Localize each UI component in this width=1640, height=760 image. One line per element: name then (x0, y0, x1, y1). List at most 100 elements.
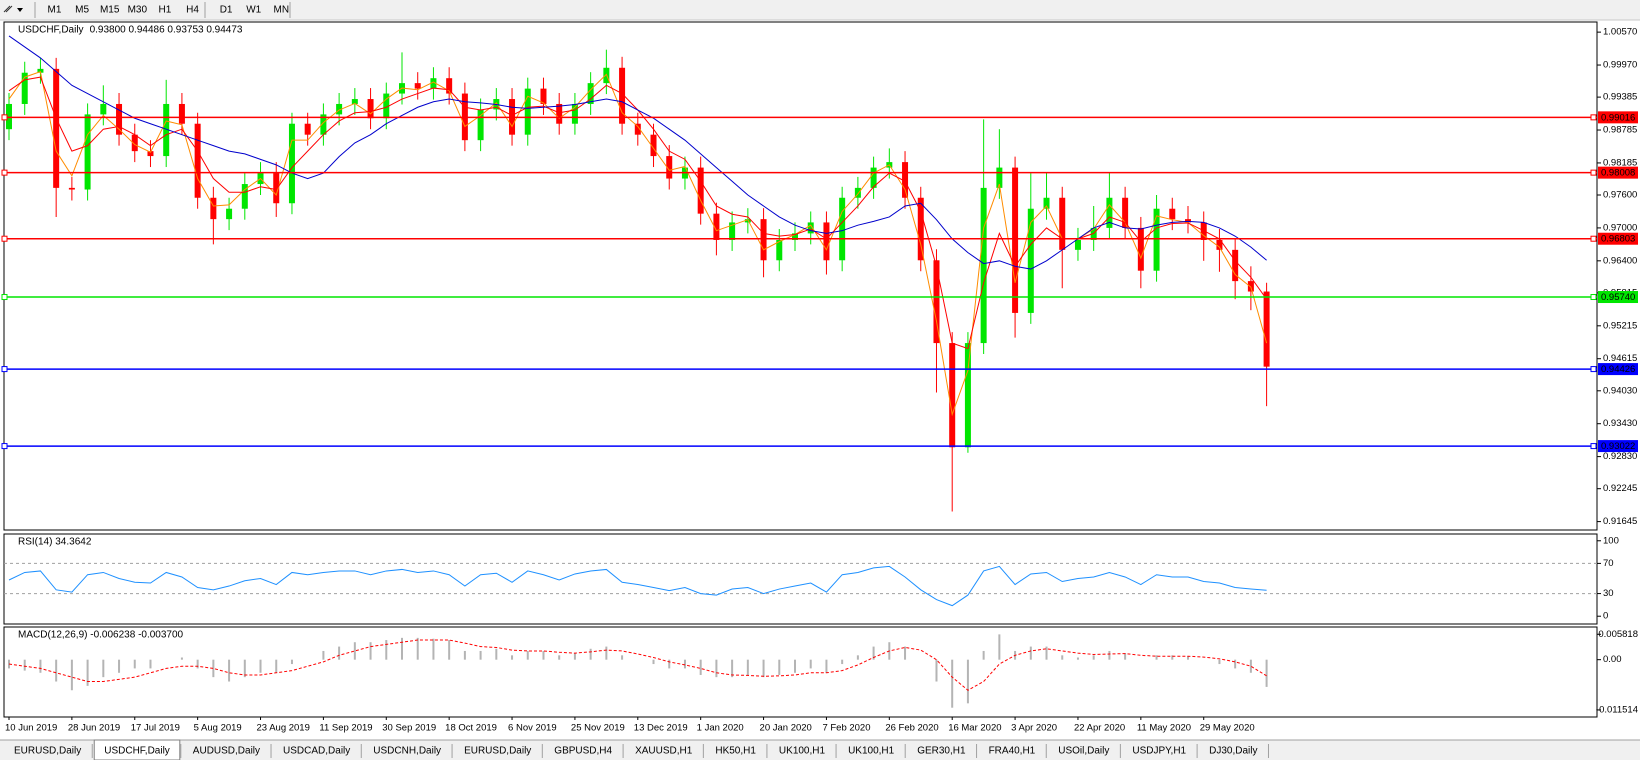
timeframe-label[interactable]: H1 (159, 5, 172, 16)
tab[interactable] (838, 742, 905, 759)
tab-label[interactable]: FRA40,H1 (989, 746, 1036, 757)
timeframe-label[interactable]: MN (274, 5, 290, 16)
y-tick-label: 0.92245 (1603, 483, 1637, 494)
x-tick-label: 3 Apr 2020 (1011, 723, 1057, 734)
tab[interactable] (625, 742, 703, 759)
timeframe-button[interactable] (124, 1, 150, 18)
histogram-bar (1249, 659, 1252, 673)
candle-body (1232, 249, 1239, 282)
tab-label[interactable]: USDCNH,Daily (373, 746, 441, 757)
candle-body (6, 103, 12, 130)
candle-body (870, 167, 877, 188)
candle-body (178, 103, 185, 124)
candle-body (792, 233, 798, 240)
tab-label[interactable]: USDJPY,H1 (1132, 746, 1186, 757)
timeframe-button[interactable] (97, 1, 123, 18)
tab[interactable] (1048, 742, 1120, 759)
level-handle (1, 169, 8, 176)
timeframe-label[interactable]: D1 (220, 5, 233, 16)
timeframe-button[interactable] (69, 1, 95, 18)
tab-label[interactable]: USDCAD,Daily (283, 746, 350, 757)
tab[interactable] (363, 742, 452, 759)
histogram-bar (1061, 655, 1064, 660)
y-tick-label: 0 (1603, 611, 1608, 622)
indicator-line (8, 565, 1267, 607)
tab[interactable] (182, 742, 271, 759)
timeframe-button[interactable] (241, 1, 267, 18)
timeframe-label[interactable]: M5 (75, 5, 89, 16)
candle-body (540, 88, 547, 104)
timeframe-button[interactable] (152, 1, 178, 18)
candle-body (902, 162, 909, 198)
tab[interactable] (544, 742, 623, 759)
tab-label-active[interactable]: USDCHF,Daily (104, 746, 170, 757)
tab-label[interactable]: UK100,H1 (848, 746, 895, 757)
tab-label[interactable]: HK50,H1 (715, 746, 756, 757)
histogram-bar (526, 650, 529, 660)
histogram-bar (825, 659, 828, 673)
y-tick-label: -0.011514 (1596, 704, 1638, 715)
tab-label[interactable]: XAUUSD,H1 (635, 746, 693, 757)
candle-body (1185, 219, 1191, 223)
level-handle (1590, 366, 1597, 373)
tab[interactable] (705, 742, 766, 759)
tab[interactable] (273, 742, 361, 759)
y-tick-label: 0.97000 (1603, 222, 1637, 233)
histogram-bar (1124, 653, 1127, 660)
tab-label[interactable]: AUDUSD,Daily (193, 746, 260, 757)
tab[interactable] (907, 742, 976, 759)
tab-active[interactable] (93, 739, 181, 760)
histogram-bar (448, 640, 451, 660)
candle-body (524, 88, 531, 135)
x-tick-label: 28 Jun 2019 (68, 723, 120, 734)
histogram-bar (23, 659, 26, 671)
histogram-bar (70, 659, 73, 691)
timeframe-button[interactable] (268, 1, 294, 18)
x-tick-label: 11 May 2020 (1137, 723, 1191, 734)
x-tick-label: 26 Feb 2020 (885, 723, 938, 734)
timeframe-label[interactable]: M30 (128, 5, 148, 16)
tab-label[interactable]: EURUSD,Daily (14, 746, 81, 757)
tab[interactable] (454, 742, 542, 759)
tab-label[interactable]: DJ30,Daily (1209, 746, 1257, 757)
candle-body (1012, 167, 1019, 313)
candle-body (1106, 197, 1113, 228)
timeframe-label[interactable]: W1 (246, 5, 261, 16)
tab[interactable] (1122, 742, 1197, 759)
y-tick-label: 0.93430 (1603, 418, 1637, 429)
timeframe-button[interactable] (42, 1, 67, 18)
histogram-bar (243, 659, 246, 678)
tab[interactable] (768, 742, 836, 759)
tab-label[interactable]: UK100,H1 (779, 746, 826, 757)
histogram-bar (542, 650, 545, 660)
timeframe-button[interactable] (180, 1, 205, 18)
level-price-box (1598, 363, 1638, 376)
candle-body (854, 187, 861, 198)
histogram-bar (1155, 655, 1158, 660)
candle-body (760, 219, 767, 261)
y-tick-label: 0.91645 (1603, 516, 1637, 527)
histogram-bar (605, 646, 608, 660)
tab[interactable] (978, 742, 1046, 759)
timeframe-label[interactable]: M1 (48, 5, 62, 16)
histogram-bar (558, 655, 561, 660)
tab-label[interactable]: GER30,H1 (917, 746, 966, 757)
candle-body (619, 67, 626, 124)
histogram-bar (778, 659, 781, 675)
timeframe-label[interactable]: M15 (100, 5, 120, 16)
histogram-bar (1187, 656, 1189, 660)
tab-label[interactable]: EURUSD,Daily (464, 746, 531, 757)
tab[interactable] (4, 742, 92, 759)
y-tick-label: 1.00570 (1603, 27, 1637, 38)
tab-label[interactable]: USOil,Daily (1058, 746, 1109, 757)
tab[interactable] (1199, 742, 1268, 759)
histogram-bar (715, 659, 718, 678)
tab-label[interactable]: GBPUSD,H4 (554, 746, 612, 757)
timeframe-label[interactable]: H4 (186, 5, 199, 16)
level-handle (1590, 114, 1597, 121)
histogram-bar (353, 642, 356, 660)
timeframe-button[interactable] (213, 1, 239, 18)
histogram-bar (589, 648, 592, 660)
histogram-bar (416, 637, 419, 660)
